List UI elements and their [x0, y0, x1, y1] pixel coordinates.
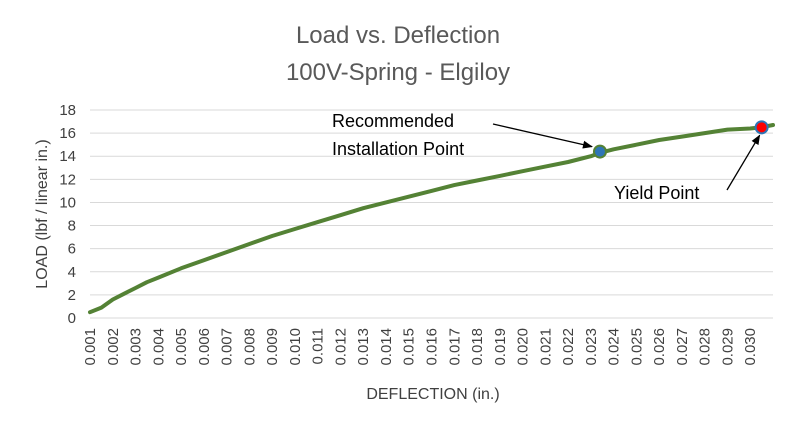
x-axis-label: DEFLECTION (in.) [366, 386, 499, 403]
x-tick-label: 0.005 [173, 328, 190, 366]
x-tick-label: 0.009 [264, 328, 281, 366]
x-tick-label: 0.023 [583, 328, 600, 366]
annotation-label-recommended: Recommended [332, 111, 454, 131]
y-tick-label: 8 [68, 218, 76, 235]
y-axis-ticks: 0 2 4 6 8 10 12 14 16 18 [59, 102, 76, 327]
series-layer [88, 123, 775, 315]
x-tick-label: 0.012 [332, 328, 349, 366]
annotations: Recommended Installation Point Yield Point [332, 111, 769, 203]
x-tick-label: 0.011 [310, 328, 327, 364]
x-tick-label: 0.026 [651, 328, 668, 366]
annotation-arrow-yield [726, 134, 761, 191]
x-tick-label: 0.019 [492, 328, 509, 366]
series-line [88, 123, 775, 315]
annotation-label-yield: Yield Point [614, 183, 699, 203]
x-tick-label: 0.028 [697, 328, 714, 366]
annotation-label-recommended: Installation Point [332, 139, 464, 159]
x-tick-label: 0.013 [355, 328, 372, 366]
x-tick-label: 0.010 [287, 328, 304, 366]
x-tick-label: 0.024 [606, 328, 623, 366]
x-tick-label: 0.002 [105, 328, 122, 366]
x-tick-label: 0.027 [674, 328, 691, 366]
y-tick-label: 18 [59, 102, 76, 119]
x-tick-label: 0.006 [196, 328, 213, 366]
y-tick-label: 4 [68, 264, 76, 281]
y-tick-label: 2 [68, 287, 76, 304]
yield-point-marker [754, 120, 769, 135]
x-tick-label: 0.016 [424, 328, 441, 366]
x-tick-label: 0.015 [401, 328, 418, 366]
x-tick-label: 0.021 [537, 328, 554, 366]
x-tick-label: 0.030 [742, 328, 759, 366]
y-axis-label: LOAD (lbf / linear in.) [34, 139, 51, 288]
x-tick-label: 0.029 [719, 328, 736, 366]
y-tick-label: 16 [59, 125, 76, 142]
x-tick-label: 0.014 [378, 328, 395, 366]
x-tick-label: 0.008 [241, 328, 258, 366]
x-tick-label: 0.018 [469, 328, 486, 366]
chart-subtitle: 100V-Spring - Elgiloy [286, 59, 510, 86]
chart-title: Load vs. Deflection [296, 22, 500, 49]
x-tick-label: 0.004 [150, 328, 167, 366]
x-tick-label: 0.025 [628, 328, 645, 366]
annotation-arrow-recommended [492, 123, 593, 149]
x-tick-label: 0.017 [446, 328, 463, 366]
y-tick-label: 6 [68, 241, 76, 258]
y-tick-label: 0 [68, 310, 76, 327]
y-tick-label: 14 [59, 148, 76, 165]
gridlines [90, 109, 773, 319]
x-tick-label: 0.020 [515, 328, 532, 366]
x-tick-label: 0.003 [128, 328, 145, 366]
x-tick-label: 0.022 [560, 328, 577, 366]
y-tick-label: 12 [59, 171, 76, 188]
x-tick-label: 0.007 [219, 328, 236, 366]
y-tick-label: 10 [59, 194, 76, 211]
x-axis-ticks: 0.001 0.002 0.003 0.004 0.005 0.006 0.007 0.008… [82, 328, 759, 366]
recommended-point-marker [592, 144, 607, 159]
x-tick-label: 0.001 [82, 328, 99, 366]
